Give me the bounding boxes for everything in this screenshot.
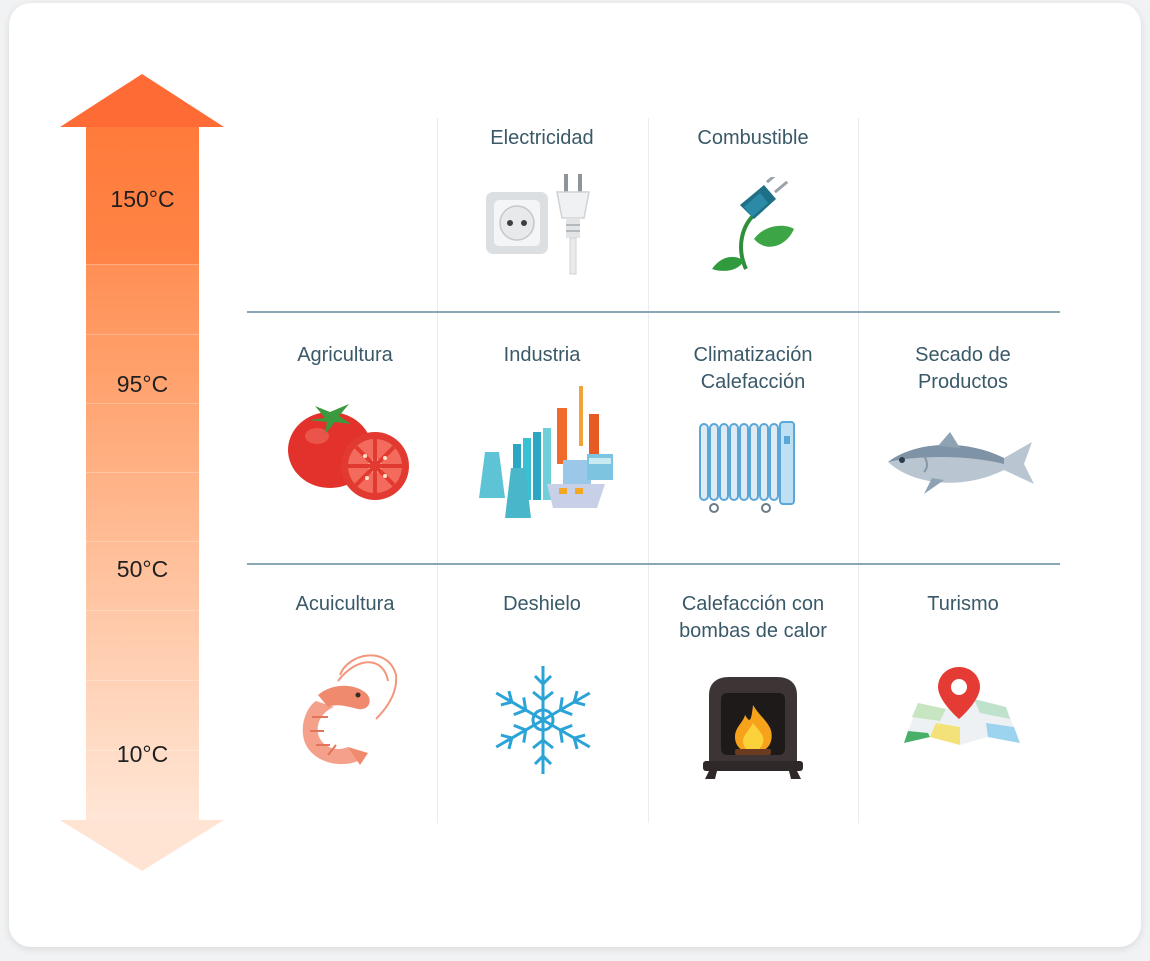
cell-title: Turismo <box>927 593 999 615</box>
grid-vline <box>858 118 859 823</box>
temp-label-95: 95°C <box>116 371 169 397</box>
cell-title: Industria <box>503 344 581 366</box>
radiator-icon <box>699 421 795 513</box>
cell-title: Combustible <box>697 127 809 149</box>
grid-vline <box>648 118 649 823</box>
shrimp-icon <box>302 654 398 765</box>
cell-title: Secado de Productos <box>915 344 1011 393</box>
plant-plug-icon <box>712 177 794 271</box>
temp-label-50: 50°C <box>116 556 169 582</box>
cell-title: Acuicultura <box>295 593 395 615</box>
factory-icon <box>479 386 613 518</box>
grid-vline <box>437 118 438 823</box>
temperature-arrow <box>60 74 224 871</box>
map-pin-icon <box>904 667 1020 745</box>
cell-title: Calefacción con bombas de calor <box>679 593 827 642</box>
power-outlet-plug-icon <box>486 174 590 275</box>
row-divider <box>247 563 1060 565</box>
row-divider <box>247 311 1060 313</box>
fireplace-icon <box>703 677 803 779</box>
cell-title: Electricidad <box>490 127 594 149</box>
temp-label-10: 10°C <box>116 741 169 767</box>
cell-title: Agricultura <box>297 344 393 366</box>
cell-title: Climatización Calefacción <box>693 344 813 393</box>
cell-title: Deshielo <box>503 593 581 615</box>
tomato-icon <box>288 404 409 500</box>
temp-label-150: 150°C <box>110 186 175 212</box>
snowflake-icon <box>495 666 591 774</box>
fish-icon <box>888 432 1034 494</box>
